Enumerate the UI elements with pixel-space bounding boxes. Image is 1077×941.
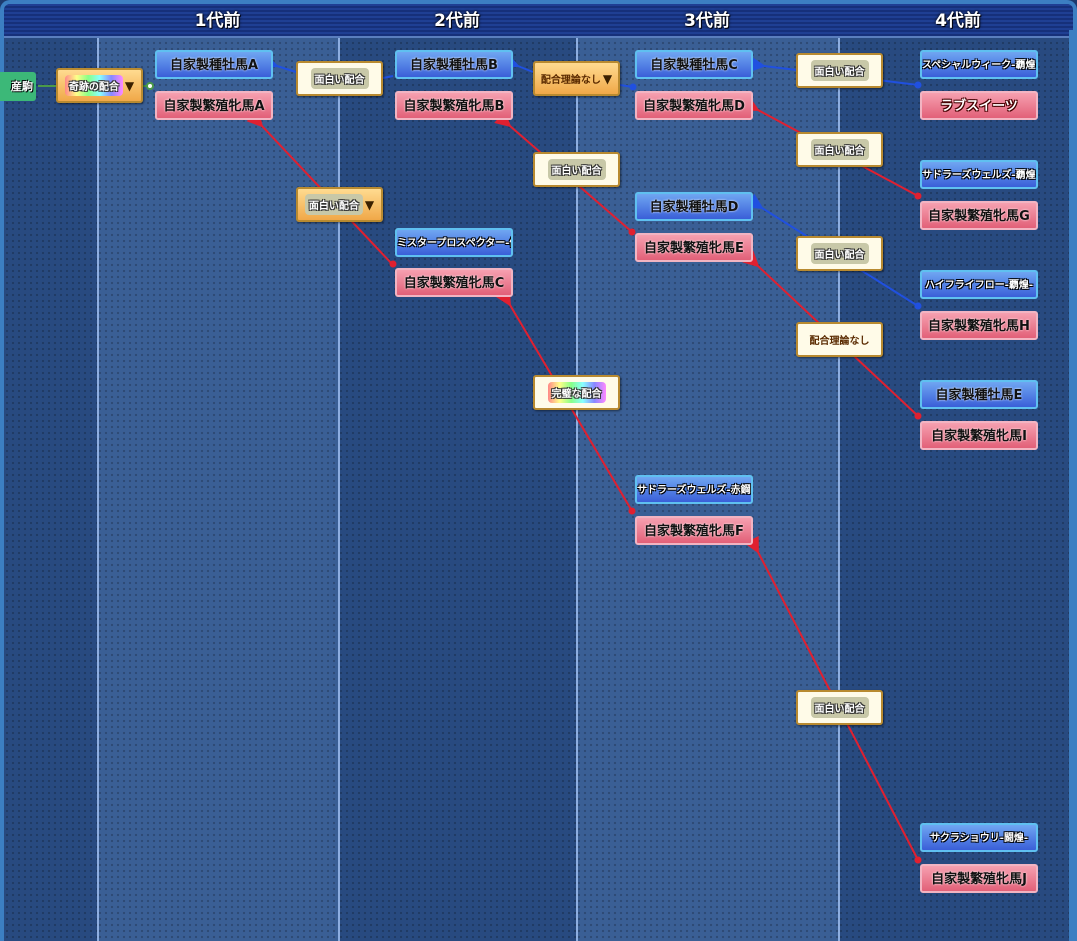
dam-node[interactable]: 自家製繁殖牝馬H xyxy=(920,311,1038,340)
divider xyxy=(838,4,840,941)
sire-node[interactable]: サクラショウリ-闘煌- xyxy=(920,823,1038,852)
dam-node[interactable]: ラブスイーツ xyxy=(920,91,1038,120)
theory-badge[interactable]: 配合理論なし ▼ xyxy=(533,61,620,96)
link-dot xyxy=(914,81,922,89)
theory-label: 面白い配合 xyxy=(547,159,606,180)
link-dot xyxy=(914,192,922,200)
header-gen3: 3代前 xyxy=(684,11,730,31)
theory-badge[interactable]: 面白い配合 xyxy=(796,132,883,167)
theory-label: 面白い配合 xyxy=(810,697,869,718)
sire-node[interactable]: 自家製種牡馬E xyxy=(920,380,1038,409)
theory-label: 配合理論なし xyxy=(540,75,601,86)
dam-node[interactable]: 自家製繁殖牝馬C xyxy=(395,268,513,297)
link-dot xyxy=(629,83,637,91)
sire-node[interactable]: スペシャルウィーク-覇煌- xyxy=(920,50,1038,79)
sire-node[interactable]: 自家製種牡馬C xyxy=(635,50,753,79)
dam-node[interactable]: 自家製繁殖牝馬E xyxy=(635,233,753,262)
header-gen1: 1代前 xyxy=(194,11,241,31)
dropdown-triangle-icon[interactable]: ▼ xyxy=(364,197,375,212)
theory-badge[interactable]: 面白い配合 xyxy=(533,152,620,187)
sire-node[interactable]: 自家製種牡馬B xyxy=(395,50,513,79)
link-node xyxy=(146,82,154,90)
theory-badge[interactable]: 面白い配合 xyxy=(796,690,883,725)
theory-label: 面白い配合 xyxy=(810,60,869,81)
theory-badge[interactable]: 面白い配合 xyxy=(796,236,883,271)
theory-label: 配合理論なし xyxy=(809,336,870,347)
divider xyxy=(576,4,578,941)
theory-label: 面白い配合 xyxy=(310,68,369,89)
dam-node[interactable]: 自家製繁殖牝馬G xyxy=(920,201,1038,230)
dropdown-triangle-icon[interactable]: ▼ xyxy=(602,71,613,86)
theory-badge[interactable]: 面白い配合 ▼ xyxy=(296,187,383,222)
sire-node[interactable]: ハイフライフロー-覇煌- xyxy=(920,270,1038,299)
dam-node[interactable]: 自家製繁殖牝馬B xyxy=(395,91,513,120)
dam-node[interactable]: 自家製繁殖牝馬F xyxy=(635,516,753,545)
generation-header: 1代前 2代前 3代前 4代前 xyxy=(4,4,1073,38)
foal-node[interactable]: 産駒 xyxy=(0,72,36,101)
theory-badge-root[interactable]: 奇跡の配合 ▼ xyxy=(56,68,143,103)
header-gen2: 2代前 xyxy=(434,11,480,31)
dam-node[interactable]: 自家製繁殖牝馬A xyxy=(155,91,273,120)
divider xyxy=(338,4,340,941)
sire-link xyxy=(277,66,394,78)
sire-node[interactable]: ミスタープロスペクター-優走- xyxy=(395,228,513,257)
dam-node[interactable]: 自家製繁殖牝馬D xyxy=(635,91,753,120)
sire-node[interactable]: サドラーズウェルズ-覇煌- xyxy=(920,160,1038,189)
divider xyxy=(97,4,99,941)
link-dot xyxy=(914,302,922,310)
sire-node[interactable]: 自家製種牡馬D xyxy=(635,192,753,221)
link-dot xyxy=(914,856,922,864)
link-dot xyxy=(389,260,397,268)
theory-badge[interactable]: 面白い配合 xyxy=(796,53,883,88)
column-bg xyxy=(97,4,338,941)
theory-label: 面白い配合 xyxy=(304,194,363,215)
theory-badge[interactable]: 配合理論なし xyxy=(796,322,883,357)
dam-node[interactable]: 自家製繁殖牝馬J xyxy=(920,864,1038,893)
theory-badge[interactable]: 面白い配合 xyxy=(296,61,383,96)
dropdown-triangle-icon[interactable]: ▼ xyxy=(124,78,135,93)
column-bg xyxy=(576,4,838,941)
link-dot xyxy=(914,412,922,420)
theory-label: 面白い配合 xyxy=(810,243,869,264)
link-dot xyxy=(628,228,636,236)
dam-node[interactable]: 自家製繁殖牝馬I xyxy=(920,421,1038,450)
theory-label: 面白い配合 xyxy=(810,139,869,160)
header-gen4: 4代前 xyxy=(935,11,981,31)
theory-label: 奇跡の配合 xyxy=(64,75,123,96)
column-bg xyxy=(4,4,97,941)
sire-node[interactable]: 自家製種牡馬A xyxy=(155,50,273,79)
scrollbar[interactable] xyxy=(1069,30,1077,941)
link-dot xyxy=(628,507,636,515)
theory-label: 完璧な配合 xyxy=(547,382,606,403)
sire-node[interactable]: サドラーズウェルズ-赤鋼- xyxy=(635,475,753,504)
theory-badge[interactable]: 完璧な配合 xyxy=(533,375,620,410)
